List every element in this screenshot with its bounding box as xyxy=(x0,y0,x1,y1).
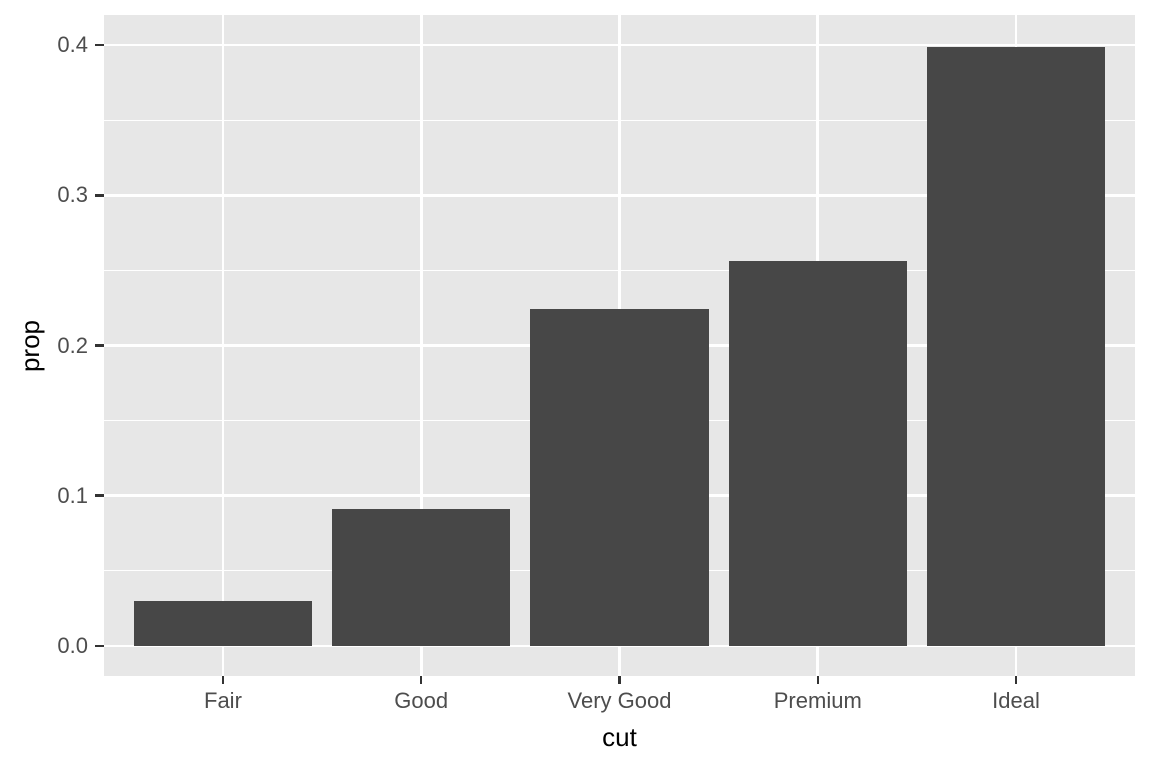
x-tick-mark xyxy=(1014,676,1018,684)
plot-panel xyxy=(104,15,1135,676)
x-tick-label: Good xyxy=(394,688,449,713)
x-tick-mark xyxy=(816,676,820,684)
y-tick-mark xyxy=(95,494,104,497)
x-axis-title: cut xyxy=(602,722,637,752)
y-tick-mark xyxy=(95,344,104,347)
x-tick-label: Ideal xyxy=(992,688,1040,713)
x-tick-label: Very Good xyxy=(567,688,672,713)
x-tick-mark xyxy=(419,676,423,684)
y-tick-mark xyxy=(95,644,104,648)
vertical-gridline xyxy=(419,15,423,676)
x-tick-label: Fair xyxy=(204,688,242,713)
y-tick-label: 0.0 xyxy=(57,632,88,658)
bar xyxy=(332,509,511,646)
bar xyxy=(530,309,709,646)
y-tick-mark xyxy=(95,194,104,197)
x-tick-label: Premium xyxy=(773,688,862,713)
y-tick-label: 0.1 xyxy=(57,482,88,508)
y-tick-mark xyxy=(95,43,104,47)
bar xyxy=(728,261,907,646)
x-tick-mark xyxy=(618,676,621,684)
bar xyxy=(926,46,1106,646)
x-tick-mark xyxy=(221,676,225,684)
y-tick-label: 0.2 xyxy=(57,332,88,358)
y-tick-label: 0.3 xyxy=(57,182,88,208)
y-axis-title: prop xyxy=(15,319,45,372)
bar xyxy=(133,600,313,646)
y-tick-label: 0.4 xyxy=(57,32,88,58)
vertical-gridline xyxy=(221,15,225,676)
